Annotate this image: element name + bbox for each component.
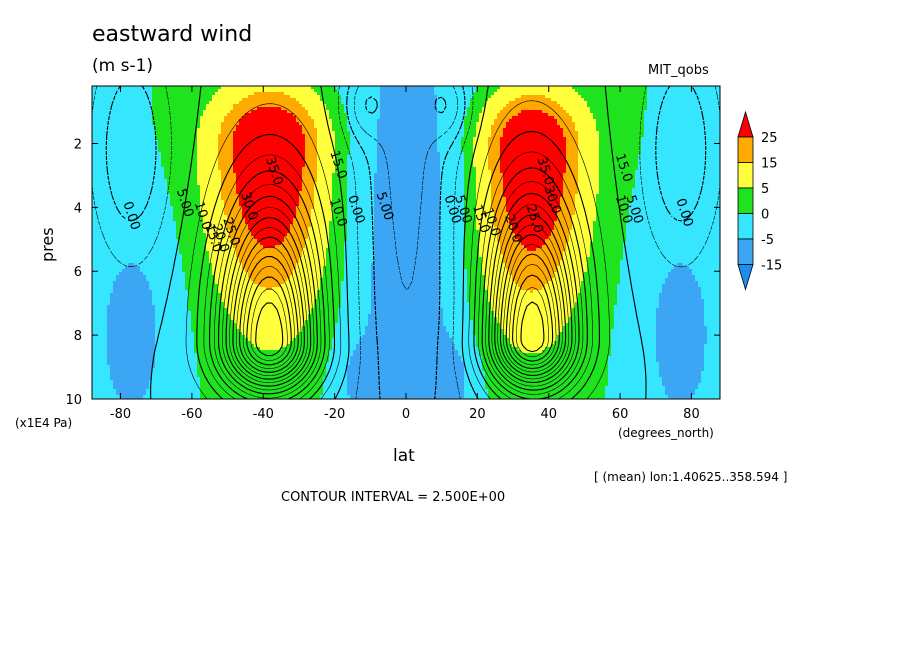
wind-contour-plot: 35.030.025.020.015.010.05.000.0015.010.0… bbox=[0, 0, 904, 654]
